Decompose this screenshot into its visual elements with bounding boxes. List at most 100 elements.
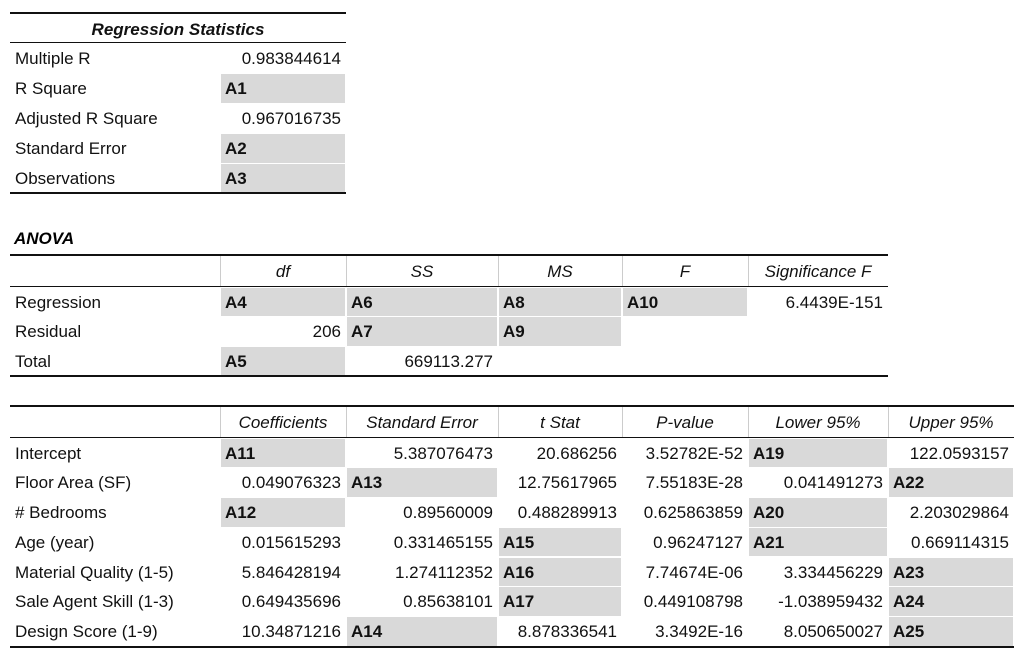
- header-cell: MS: [547, 262, 573, 281]
- table-cell: A1: [221, 74, 345, 103]
- table-cell: Intercept: [15, 443, 82, 463]
- table-cell: A8: [499, 287, 621, 316]
- table-cell: Material Quality (1-5): [15, 562, 174, 582]
- table-cell: A22: [889, 468, 1013, 498]
- table-cell: # Bedrooms: [15, 503, 107, 523]
- table-cell: A4: [221, 287, 345, 316]
- table-cell: 5.387076473: [393, 443, 493, 463]
- table-cell: A6: [347, 287, 497, 316]
- table-cell: A24: [889, 587, 1013, 616]
- column-divider: [622, 256, 623, 286]
- header-cell: Significance F: [764, 262, 872, 281]
- table-cell: A7: [347, 317, 497, 346]
- column-divider: [346, 407, 347, 437]
- header-cell: P-value: [656, 413, 714, 432]
- table-cell: 0.449108798: [643, 592, 743, 612]
- table-cell: 0.96247127: [653, 532, 743, 552]
- table-cell: Sale Agent Skill (1-3): [15, 592, 174, 612]
- table-cell: Observations: [15, 169, 116, 188]
- table-cell: A19: [749, 438, 887, 468]
- rule: [10, 405, 1014, 407]
- rule: [10, 42, 346, 43]
- table-cell: A3: [221, 164, 345, 193]
- table-cell: Multiple R: [15, 49, 91, 68]
- column-divider: [220, 256, 221, 286]
- table-cell: 12.75617965: [517, 473, 617, 493]
- table-cell: A12: [221, 498, 345, 527]
- table-cell: A5: [221, 346, 345, 375]
- table-cell: A13: [347, 468, 497, 498]
- table-cell: 206: [312, 322, 341, 341]
- table-cell: A23: [889, 557, 1013, 587]
- header-cell: Coefficients: [238, 413, 328, 432]
- table-cell: 20.686256: [536, 443, 617, 463]
- rule: [10, 375, 888, 377]
- table-cell: Age (year): [15, 532, 95, 552]
- table-cell: 0.049076323: [241, 473, 341, 493]
- section-title: ANOVA: [14, 229, 75, 248]
- table-cell: 7.55183E-28: [645, 473, 743, 493]
- table-cell: A17: [499, 587, 621, 616]
- column-divider: [888, 407, 889, 437]
- table-cell: 3.3492E-16: [655, 621, 743, 641]
- table-cell: 0.89560009: [403, 503, 493, 523]
- rule: [10, 12, 346, 14]
- table-cell: 3.334456229: [783, 562, 883, 582]
- table-cell: 0.625863859: [643, 503, 743, 523]
- table-cell: Regression: [15, 292, 101, 312]
- rule: [10, 192, 346, 194]
- header-cell: t Stat: [540, 413, 580, 432]
- table-cell: A9: [499, 317, 621, 346]
- table-cell: Residual: [15, 322, 82, 341]
- table-cell: A25: [889, 616, 1013, 646]
- table-cell: 0.983844614: [241, 49, 341, 68]
- table-cell: 0.967016735: [241, 109, 341, 128]
- table-cell: A2: [221, 134, 345, 163]
- column-divider: [622, 407, 623, 437]
- header-cell: Upper 95%: [908, 413, 994, 432]
- rule: [10, 436, 1014, 438]
- rule: [10, 645, 1014, 648]
- column-divider: [748, 256, 749, 286]
- table-cell: 8.878336541: [517, 621, 617, 641]
- table-cell: 122.0593157: [909, 443, 1009, 463]
- table-cell: 0.015615293: [241, 532, 341, 552]
- table-cell: 0.331465155: [393, 532, 493, 552]
- table-cell: A16: [499, 557, 621, 587]
- table-cell: 2.203029864: [909, 503, 1009, 523]
- table-cell: 0.488289913: [517, 503, 617, 523]
- table-cell: A20: [749, 498, 887, 527]
- table-cell: 0.041491273: [783, 473, 883, 493]
- table-cell: 7.74674E-06: [645, 562, 743, 582]
- table-cell: Adjusted R Square: [15, 109, 158, 128]
- table-cell: R Square: [15, 79, 87, 98]
- table-cell: A10: [623, 287, 747, 316]
- table-cell: Design Score (1-9): [15, 621, 158, 641]
- table-cell: A15: [499, 527, 621, 557]
- column-divider: [220, 407, 221, 437]
- table-cell: Standard Error: [15, 139, 127, 158]
- table-title: Regression Statistics: [91, 20, 265, 39]
- header-cell: Standard Error: [366, 413, 478, 432]
- table-cell: -1.038959432: [778, 592, 883, 612]
- header-cell: F: [679, 262, 691, 281]
- column-divider: [498, 256, 499, 286]
- table-cell: 10.34871216: [241, 621, 341, 641]
- table-cell: A11: [221, 438, 345, 468]
- table-cell: 669113.277: [404, 351, 493, 371]
- table-cell: 0.669114315: [910, 532, 1009, 552]
- column-divider: [748, 407, 749, 437]
- rule: [10, 285, 888, 287]
- table-cell: A21: [749, 527, 887, 557]
- table-cell: 5.846428194: [241, 562, 341, 582]
- rule: [10, 254, 888, 256]
- table-cell: 1.274112352: [394, 562, 493, 582]
- table-cell: 0.649435696: [241, 592, 341, 612]
- table-cell: A14: [347, 616, 497, 646]
- header-cell: SS: [410, 262, 434, 281]
- table-cell: 0.85638101: [403, 592, 493, 612]
- table-cell: 8.050650027: [783, 621, 883, 641]
- table-cell: 6.4439E-151: [785, 292, 883, 312]
- table-cell: 3.52782E-52: [645, 443, 743, 463]
